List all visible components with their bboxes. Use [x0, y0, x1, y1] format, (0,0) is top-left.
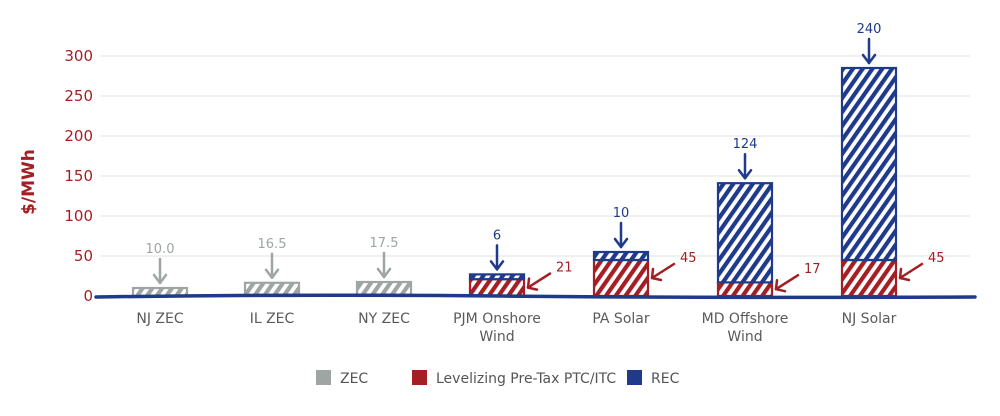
category-label-ny-zec: NY ZEC: [358, 311, 410, 327]
data-label: 240: [857, 22, 882, 37]
annotation-layer: 10.0 16.5 17.5 6 21 10 45 124 17 240 45: [146, 22, 945, 293]
annotation-arrow: [526, 272, 552, 289]
bar-pa-solar-levelizing-pre-tax-ptc-itc: [592, 258, 650, 298]
grid-layer: [100, 55, 970, 257]
annotation-arrow: [650, 262, 676, 280]
y-tick-label-250: 250: [64, 87, 93, 105]
y-tick-label-200: 200: [64, 127, 93, 145]
x-axis-line: [94, 293, 977, 300]
category-label-pa-solar: PA Solar: [592, 311, 649, 327]
bar-layer: [131, 66, 898, 298]
annotation-arrow: [898, 262, 924, 280]
legend-label: ZEC: [340, 371, 368, 387]
annotation-arrowhead: [737, 168, 753, 180]
category-label-nj-solar: NJ Solar: [842, 311, 897, 327]
legend-swatch: [627, 370, 642, 385]
data-label: 45: [928, 251, 945, 266]
y-tick-label-50: 50: [74, 247, 93, 265]
annotation-3-rec: 6: [489, 228, 505, 271]
bar-pjm-onshore-wind-rec: [468, 273, 526, 281]
annotation-arrowhead: [264, 268, 280, 280]
y-tick-label-100: 100: [64, 207, 93, 225]
data-label: 6: [493, 228, 501, 243]
data-label: 10.0: [146, 242, 175, 257]
legend-swatch: [316, 370, 331, 385]
bar-pjm-onshore-wind-levelizing-pre-tax-ptc-itc: [468, 278, 526, 298]
annotation-6-rec: 240: [857, 22, 882, 65]
data-label: 124: [733, 137, 758, 152]
y-tick-label-300: 300: [64, 47, 93, 65]
data-label: 10: [613, 206, 630, 221]
bar-nj-solar-rec: [840, 66, 898, 262]
data-label: 45: [680, 251, 697, 266]
y-tick-label-0: 0: [83, 287, 93, 305]
data-label: 21: [556, 261, 573, 276]
annotation-2-zec: 17.5: [370, 236, 399, 279]
annotation-arrowhead: [526, 277, 539, 291]
annotation-1-zec: 16.5: [258, 237, 287, 280]
annotation-0-zec: 10.0: [146, 242, 175, 285]
bar-md-offshore-wind-rec: [716, 182, 774, 284]
bar-md-offshore-wind-levelizing-pre-tax-ptc-itc: [716, 281, 774, 298]
annotation-arrowhead: [774, 278, 787, 293]
y-tick-label-150: 150: [64, 167, 93, 185]
data-label: 17: [804, 262, 821, 277]
annotation-3-levelizing-pre-tax-ptc-itc: 21: [526, 261, 573, 291]
legend-item-rec: REC: [627, 370, 680, 387]
annotation-arrow: [774, 273, 800, 291]
annotation-arrowhead: [650, 267, 663, 282]
legend-item-zec: ZEC: [316, 370, 368, 387]
category-label-md-offshore-wind: MD Offshore Wind: [702, 311, 789, 345]
category-label-il-zec: IL ZEC: [250, 311, 295, 327]
annotation-arrowhead: [376, 267, 392, 279]
data-label: 17.5: [370, 236, 399, 251]
annotation-5-rec: 124: [733, 137, 758, 180]
annotation-arrowhead: [152, 273, 168, 285]
axis-layer: 0 50 100 150 200 250 300 $/MWh NJ ZEC IL ZEC NY ZE…: [19, 47, 977, 345]
category-label-nj-zec: NJ ZEC: [136, 311, 183, 327]
data-label: 16.5: [258, 237, 287, 252]
category-label-pjm-onshore-wind: PJM Onshore Wind: [453, 311, 541, 345]
legend: ZEC Levelizing Pre-Tax PTC/ITC REC: [316, 370, 680, 387]
annotation-4-rec: 10: [613, 206, 630, 249]
annotation-arrowhead: [489, 260, 505, 271]
annotation-5-levelizing-pre-tax-ptc-itc: 17: [774, 262, 821, 293]
y-axis-label: $/MWh: [19, 149, 39, 215]
bar-pa-solar-rec: [592, 250, 650, 262]
bar-nj-solar-levelizing-pre-tax-ptc-itc: [840, 258, 898, 298]
annotation-arrowhead: [861, 53, 877, 65]
annotation-4-levelizing-pre-tax-ptc-itc: 45: [650, 251, 697, 282]
annotation-arrowhead: [613, 237, 629, 249]
legend-label: REC: [651, 371, 680, 387]
legend-item-levelizing-pre-tax-ptc-itc: Levelizing Pre-Tax PTC/ITC: [412, 370, 616, 387]
legend-label: Levelizing Pre-Tax PTC/ITC: [436, 371, 616, 387]
annotation-6-levelizing-pre-tax-ptc-itc: 45: [898, 251, 945, 282]
annotation-arrowhead: [898, 267, 911, 282]
legend-swatch: [412, 370, 427, 385]
